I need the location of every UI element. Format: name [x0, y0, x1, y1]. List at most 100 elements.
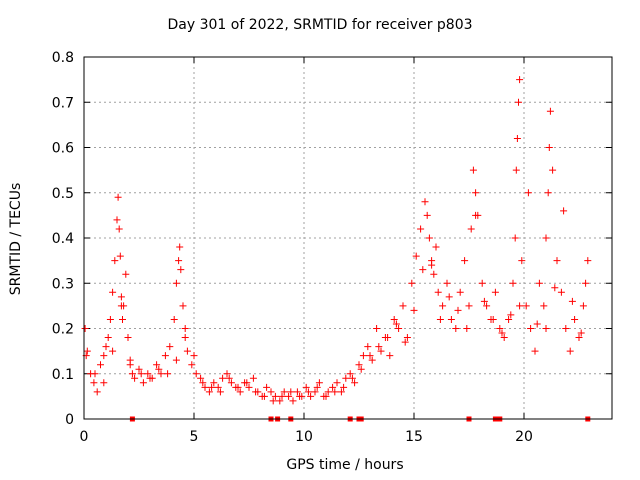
- data-point: [269, 397, 277, 405]
- data-point: [544, 189, 552, 197]
- data-point: [97, 361, 104, 369]
- data-point: [131, 374, 139, 382]
- data-point: [373, 325, 381, 332]
- y-tick-label: 0.4: [52, 231, 74, 247]
- data-point: [465, 302, 473, 310]
- data-point: [285, 392, 293, 400]
- data-point: [100, 379, 108, 387]
- data-point: [377, 347, 385, 355]
- data-point: [333, 379, 341, 387]
- data-point: [176, 243, 184, 251]
- data-point: [243, 379, 251, 387]
- data-point: [252, 388, 260, 396]
- data-point: [351, 379, 359, 387]
- data-point: [219, 374, 227, 382]
- data-point: [190, 352, 198, 360]
- data-point: [210, 379, 218, 387]
- y-tick-label: 0.5: [52, 186, 74, 202]
- data-point: [348, 374, 356, 382]
- data-point: [436, 315, 444, 323]
- data-point: [368, 356, 376, 364]
- data-point: [214, 383, 222, 391]
- data-point: [498, 329, 506, 337]
- data-point: [445, 293, 453, 301]
- data-point: [227, 379, 235, 387]
- data-point: [469, 166, 477, 174]
- data-point: [117, 302, 125, 310]
- data-point: [408, 279, 416, 287]
- data-point: [395, 325, 403, 332]
- data-point: [199, 379, 207, 387]
- data-point: [512, 166, 520, 174]
- data-point: [278, 392, 286, 400]
- data-point: [577, 329, 585, 337]
- x-tick-label: 15: [405, 429, 423, 445]
- data-point: [428, 261, 436, 269]
- data-point: [505, 315, 513, 323]
- data-point: [236, 388, 244, 396]
- data-point: [102, 343, 110, 351]
- data-point: [489, 315, 497, 323]
- data-point: [137, 370, 145, 378]
- data-point: [516, 302, 524, 310]
- data-point: [533, 320, 541, 328]
- data-point: [216, 388, 224, 396]
- data-point: [518, 257, 526, 265]
- data-point: [500, 334, 508, 342]
- data-point: [467, 225, 475, 233]
- data-point: [164, 370, 172, 378]
- data-point: [364, 343, 372, 351]
- data-point: [223, 370, 231, 378]
- data-point: [425, 234, 433, 242]
- data-point: [181, 334, 189, 342]
- data-point: [507, 311, 515, 319]
- data-point: [249, 374, 257, 382]
- data-point: [287, 388, 295, 396]
- data-point: [511, 234, 519, 242]
- data-point: [549, 166, 557, 174]
- data-point: [454, 306, 462, 314]
- data-point: [346, 370, 354, 378]
- data-point: [307, 392, 315, 400]
- data-point: [289, 397, 297, 405]
- data-point: [447, 315, 455, 323]
- data-point: [423, 211, 431, 219]
- data-point: [584, 257, 592, 265]
- data-point: [315, 379, 323, 387]
- axis-ticks: 0 0.1 0.2 0.3 0.4 0.5 0.6 0.7 0.8 0 5 10 15 20: [52, 50, 612, 445]
- data-point: [100, 352, 108, 360]
- y-tick-label: 0.7: [52, 95, 74, 111]
- grid-lines: [84, 57, 612, 419]
- data-point: [439, 302, 447, 310]
- data-point: [311, 388, 319, 396]
- data-point: [119, 315, 126, 323]
- data-point: [177, 266, 185, 274]
- data-point: [324, 388, 332, 396]
- data-point: [571, 315, 579, 323]
- data-point: [106, 315, 114, 323]
- data-point: [531, 347, 539, 355]
- data-point: [166, 343, 174, 351]
- data-point: [331, 388, 339, 396]
- data-point: [483, 302, 491, 310]
- y-tick-label: 0: [65, 412, 74, 428]
- data-point: [359, 352, 367, 360]
- data-point: [496, 325, 504, 332]
- data-point: [540, 302, 548, 310]
- data-point: [83, 347, 91, 355]
- data-point: [128, 370, 136, 378]
- data-point: [183, 347, 191, 355]
- data-point: [280, 388, 288, 396]
- plot-frame: [83, 56, 613, 420]
- data-point: [172, 356, 180, 364]
- data-point: [524, 189, 532, 197]
- data-point: [491, 288, 499, 296]
- data-point: [562, 325, 570, 332]
- data-point: [566, 347, 574, 355]
- data-point: [155, 365, 163, 373]
- data-point: [260, 392, 268, 400]
- data-point: [90, 379, 98, 387]
- data-point: [144, 370, 152, 378]
- data-point: [93, 388, 101, 396]
